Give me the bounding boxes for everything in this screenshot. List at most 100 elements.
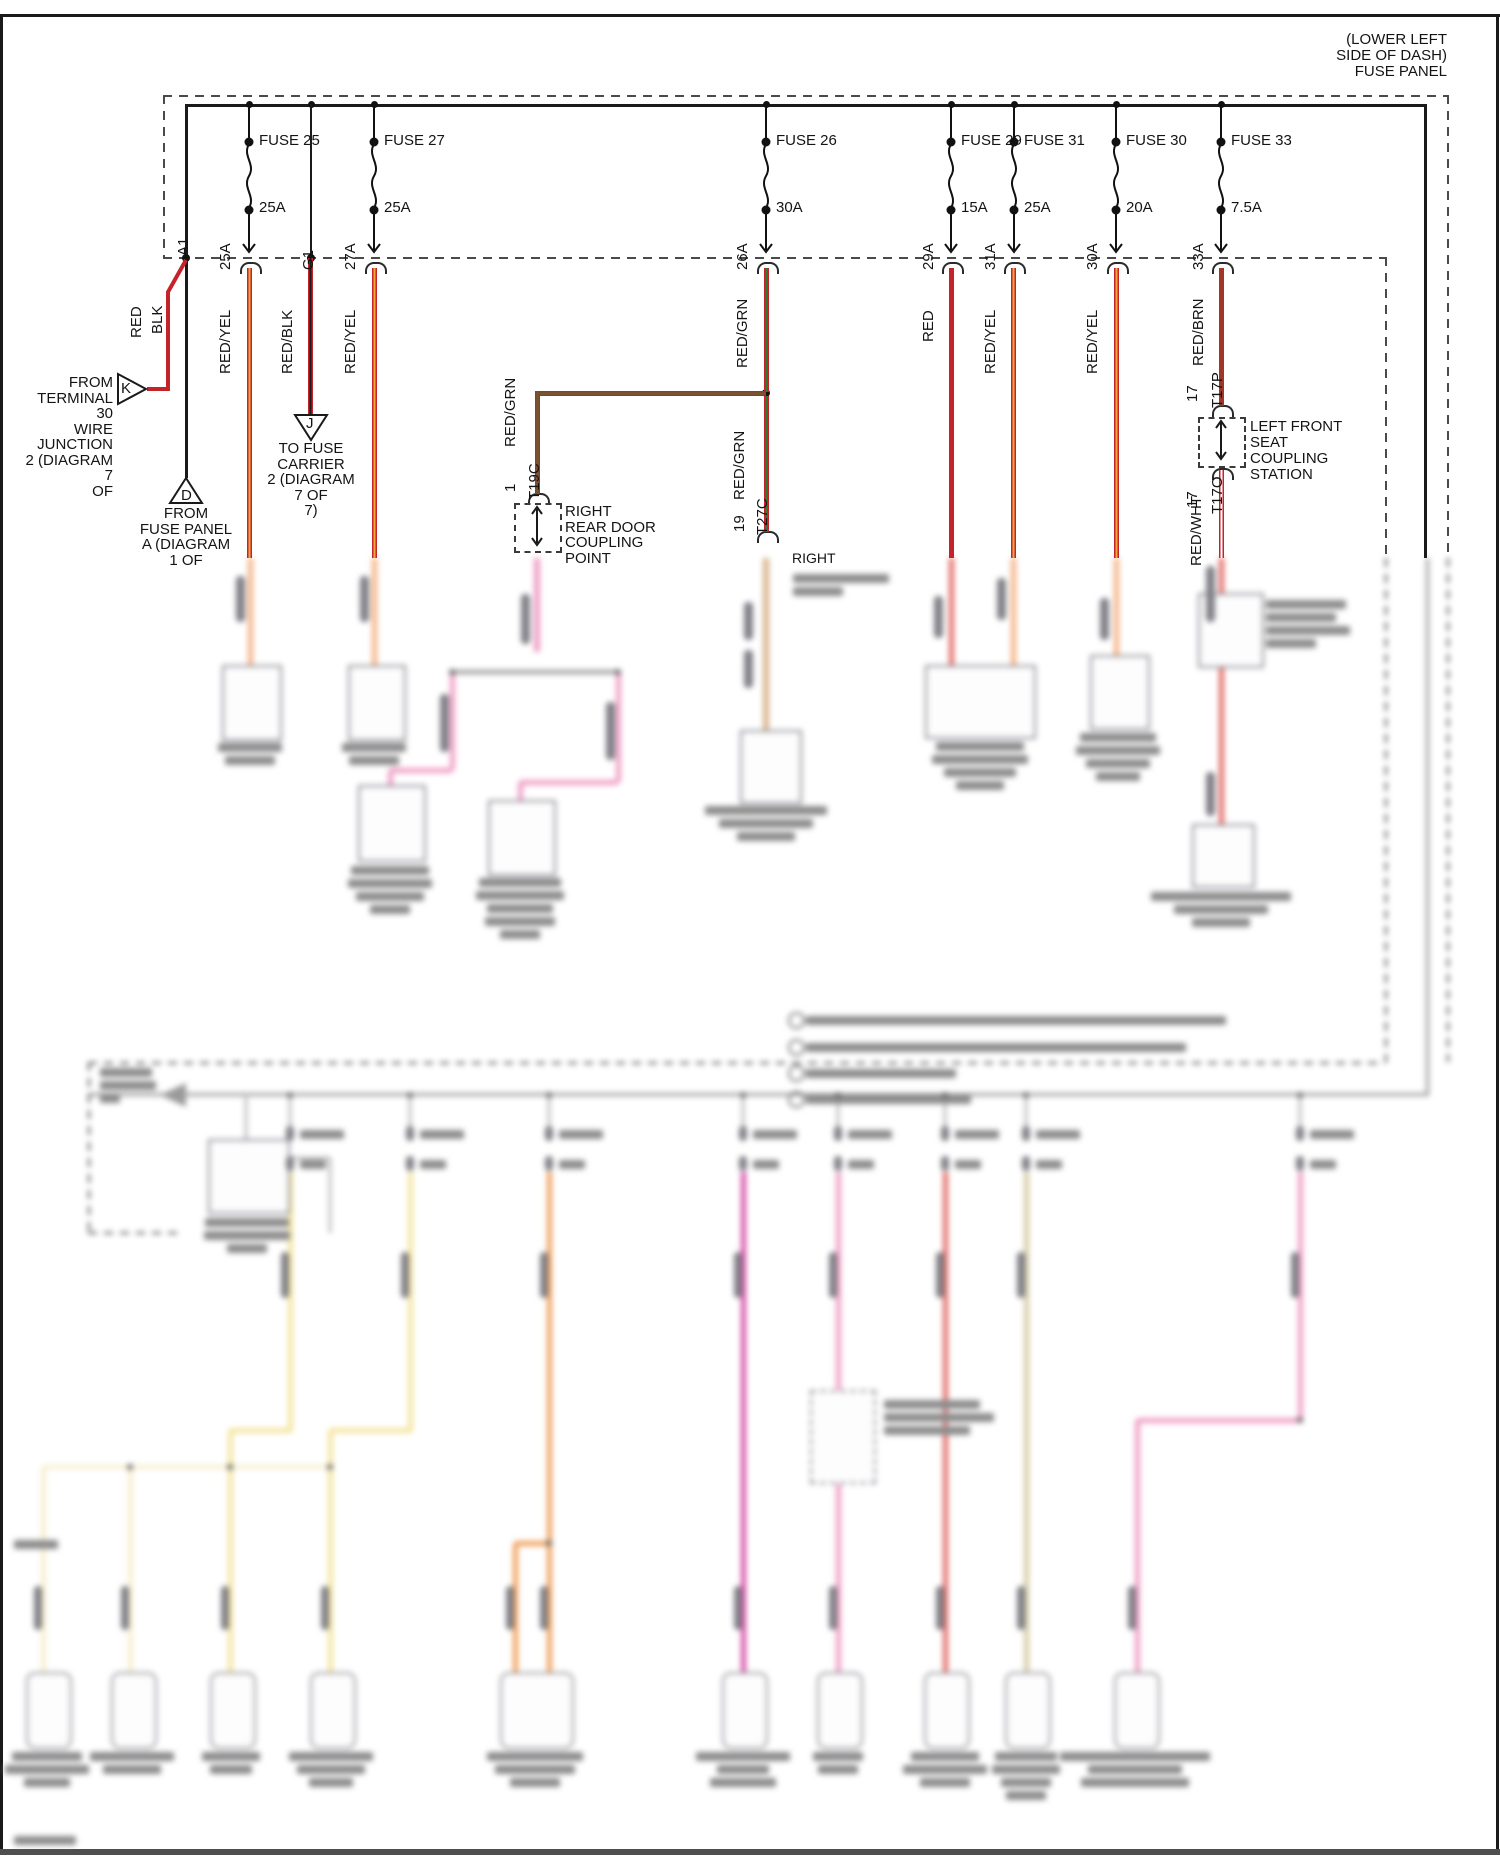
- blurred-text-bar: [300, 1160, 326, 1169]
- note-from-terminal-30: FROM TERMINAL 30 WIRE JUNCTION 2 (DIAGRA…: [25, 374, 113, 500]
- blurred-wire: [740, 1172, 746, 1672]
- blurred-connector: [540, 1252, 548, 1298]
- fuse-amps: 15A: [961, 199, 988, 216]
- blurred-text-bar: [420, 1130, 464, 1139]
- blurred-junction-dot: [740, 1092, 746, 1098]
- blurred-connector: [1022, 1126, 1030, 1141]
- blurred-dashed-line: [1447, 558, 1449, 1062]
- note-to-fuse-carrier: TO FUSE CARRIER 2 (DIAGRAM 7 OF 7): [267, 440, 355, 519]
- fuse-label: FUSE 31: [1024, 132, 1085, 149]
- blurred-connector: [1206, 566, 1215, 622]
- connector-hook: [365, 262, 387, 274]
- fuse-amps: 25A: [259, 199, 286, 216]
- blurred-connector: [739, 1126, 747, 1141]
- blurred-connector: [540, 1586, 548, 1630]
- blurred-text-bar: [559, 1160, 585, 1169]
- blurred-junction-dot: [835, 1092, 841, 1098]
- blurred-text-bar: [14, 1540, 58, 1549]
- blurred-connector: [406, 1156, 414, 1171]
- blurred-text-bar: [884, 1413, 994, 1422]
- blurred-component-box: [210, 1672, 256, 1749]
- blurred-component-box: [722, 1672, 768, 1749]
- fuse-panel-dashed-bottom: [163, 257, 1385, 259]
- blurred-wire: [227, 1430, 233, 1672]
- blurred-wire: [371, 558, 377, 665]
- blurred-wire: [1218, 558, 1224, 593]
- blurred-junction-dot: [942, 1092, 948, 1098]
- wire-label-red: RED: [128, 306, 145, 338]
- blurred-junction-dot: [327, 1464, 333, 1470]
- fuse-panel-dashed-right: [1447, 95, 1449, 558]
- blurred-component-box: [26, 1672, 72, 1749]
- blurred-connector: [934, 596, 943, 638]
- blurred-component-box: [111, 1672, 157, 1749]
- wire-31a-redyel: [1011, 268, 1016, 558]
- wire-a1-vertical: [185, 104, 188, 478]
- blurred-dashed-line: [1385, 558, 1387, 1062]
- blurred-wire: [944, 1095, 946, 1130]
- blurred-text-bar: [1310, 1130, 1354, 1139]
- branch-conn-t19c: T19C: [526, 463, 543, 500]
- circuit-id-31a: 31A: [982, 243, 999, 270]
- blurred-text-bar: [485, 917, 555, 926]
- blurred-component-box: [358, 785, 426, 862]
- circuit-color-33a: RED/BRN: [1190, 298, 1207, 366]
- blurred-wire: [287, 1172, 293, 1432]
- wire-label-a1: A1: [175, 237, 192, 256]
- blurred-wire: [837, 1095, 839, 1130]
- blurred-text-bar: [103, 1765, 161, 1774]
- blurred-wire: [520, 779, 618, 785]
- blurred-text-bar: [420, 1160, 446, 1169]
- bus-bar-right-drop: [1424, 104, 1427, 558]
- blurred-text-bar: [955, 1130, 999, 1139]
- blurred-wire: [1297, 1172, 1303, 1422]
- blurred-text-bar: [705, 806, 827, 815]
- wire-25a-redyel: [247, 268, 252, 558]
- blurred-text-bar: [1151, 892, 1291, 901]
- blurred-text-bar: [911, 1752, 979, 1761]
- conn-t17p: T17P: [1209, 372, 1226, 408]
- blurred-text-bar: [476, 891, 564, 900]
- blurred-connector: [941, 1126, 949, 1141]
- wire-label-g1: G1: [300, 249, 317, 270]
- wire-t19c-branch-vertical: [535, 391, 540, 494]
- branch-conn-t27c: T27C: [754, 498, 771, 535]
- blurred-text-bar: [884, 1400, 980, 1409]
- blurred-text-bar: [737, 832, 795, 841]
- connector-hook: [240, 262, 262, 274]
- circuit-color-30a: RED/YEL: [1084, 309, 1101, 374]
- blurred-connector: [834, 1126, 842, 1141]
- branch-color-t19c: RED/GRN: [502, 377, 519, 447]
- blurred-text-bar: [848, 1130, 892, 1139]
- blurred-connector: [506, 1586, 514, 1630]
- blurred-wire: [329, 1158, 331, 1233]
- blurred-junction-dot: [546, 1092, 552, 1098]
- blurred-text-bar: [1088, 1765, 1182, 1774]
- blurred-component-box: [1192, 824, 1255, 888]
- wire-30a-redyel: [1114, 268, 1119, 558]
- blurred-text-bar: [696, 1752, 790, 1761]
- blurred-text-bar: [205, 1218, 289, 1227]
- fuse-amps: 7.5A: [1231, 199, 1262, 216]
- blurred-component-box: [925, 665, 1036, 739]
- blurred-wire: [1023, 1172, 1029, 1672]
- blurred-wire: [1425, 558, 1429, 1096]
- blurred-text-bar: [1266, 613, 1336, 622]
- blurred-wire: [449, 672, 455, 770]
- blurred-junction-dot: [1023, 1092, 1029, 1098]
- fuse-label: FUSE 33: [1231, 132, 1292, 149]
- wire-26a-redgrn-upper: [764, 268, 769, 392]
- blurred-text-bar: [342, 743, 406, 752]
- blurred-text-bar: [920, 1778, 970, 1787]
- coupling-arrow-t17p: [1215, 419, 1227, 461]
- blurred-connector: [829, 1586, 837, 1630]
- blurred-dashed-line: [88, 1062, 1385, 1064]
- blurred-text-bar: [903, 1765, 987, 1774]
- blurred-connector: [236, 576, 245, 622]
- blurred-wire: [245, 1097, 247, 1139]
- blurred-text-bar: [202, 1752, 260, 1761]
- connector-hook: [1004, 262, 1026, 274]
- wire-27a-redyel: [372, 268, 377, 558]
- blurred-text-bar: [995, 1752, 1057, 1761]
- blurred-text-bar: [806, 1095, 971, 1104]
